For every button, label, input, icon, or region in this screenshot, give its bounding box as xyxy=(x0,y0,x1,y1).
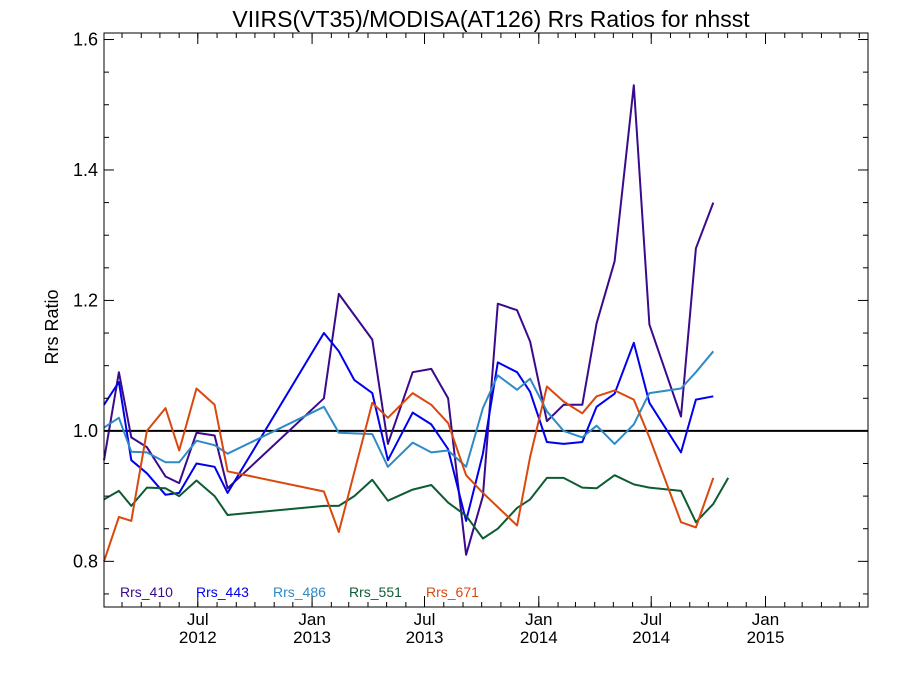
x-tick-label-month: Jul xyxy=(414,610,436,629)
chart-title: VIIRS(VT35)/MODISA(AT126) Rrs Ratios for… xyxy=(232,6,750,32)
legend-entry: Rrs_486 xyxy=(273,584,326,600)
x-tick-label-month: Jul xyxy=(187,610,209,629)
legend-entry: Rrs_410 xyxy=(120,584,173,600)
y-tick-label: 1.2 xyxy=(73,290,98,310)
y-tick-label: 1.0 xyxy=(73,421,98,441)
legend-entry: Rrs_551 xyxy=(349,584,402,600)
series-line-rrs-486 xyxy=(103,350,715,468)
axes-layer: 0.81.01.21.41.6Jul2012Jan2013Jul2013Jan2… xyxy=(73,30,869,647)
x-tick-label-year: 2013 xyxy=(406,628,444,647)
y-tick-label: 1.6 xyxy=(73,30,98,50)
x-tick-label-month: Jul xyxy=(640,610,662,629)
y-axis-label: Rrs Ratio xyxy=(42,289,62,364)
x-tick-label-month: Jan xyxy=(298,610,325,629)
series-line-rrs-410 xyxy=(103,84,715,556)
plot-frame xyxy=(103,32,869,608)
x-tick-label-year: 2013 xyxy=(293,628,331,647)
legend-entry: Rrs_443 xyxy=(196,584,249,600)
x-tick-label-month: Jan xyxy=(525,610,552,629)
y-tick-label: 0.8 xyxy=(73,551,98,571)
series-line-rrs-671 xyxy=(103,385,715,562)
series-line-rrs-551 xyxy=(103,474,730,540)
x-tick-label-year: 2014 xyxy=(632,628,670,647)
x-tick-label-year: 2012 xyxy=(179,628,217,647)
x-tick-label-year: 2014 xyxy=(520,628,558,647)
series-layer xyxy=(103,84,730,562)
legend: Rrs_410 Rrs_443 Rrs_486 Rrs_551 Rrs_671 xyxy=(120,584,479,600)
series-line-rrs-443 xyxy=(103,332,714,522)
x-tick-label-month: Jan xyxy=(752,610,779,629)
x-tick-label-year: 2015 xyxy=(747,628,785,647)
legend-entry: Rrs_671 xyxy=(426,584,479,600)
y-tick-label: 1.4 xyxy=(73,160,98,180)
